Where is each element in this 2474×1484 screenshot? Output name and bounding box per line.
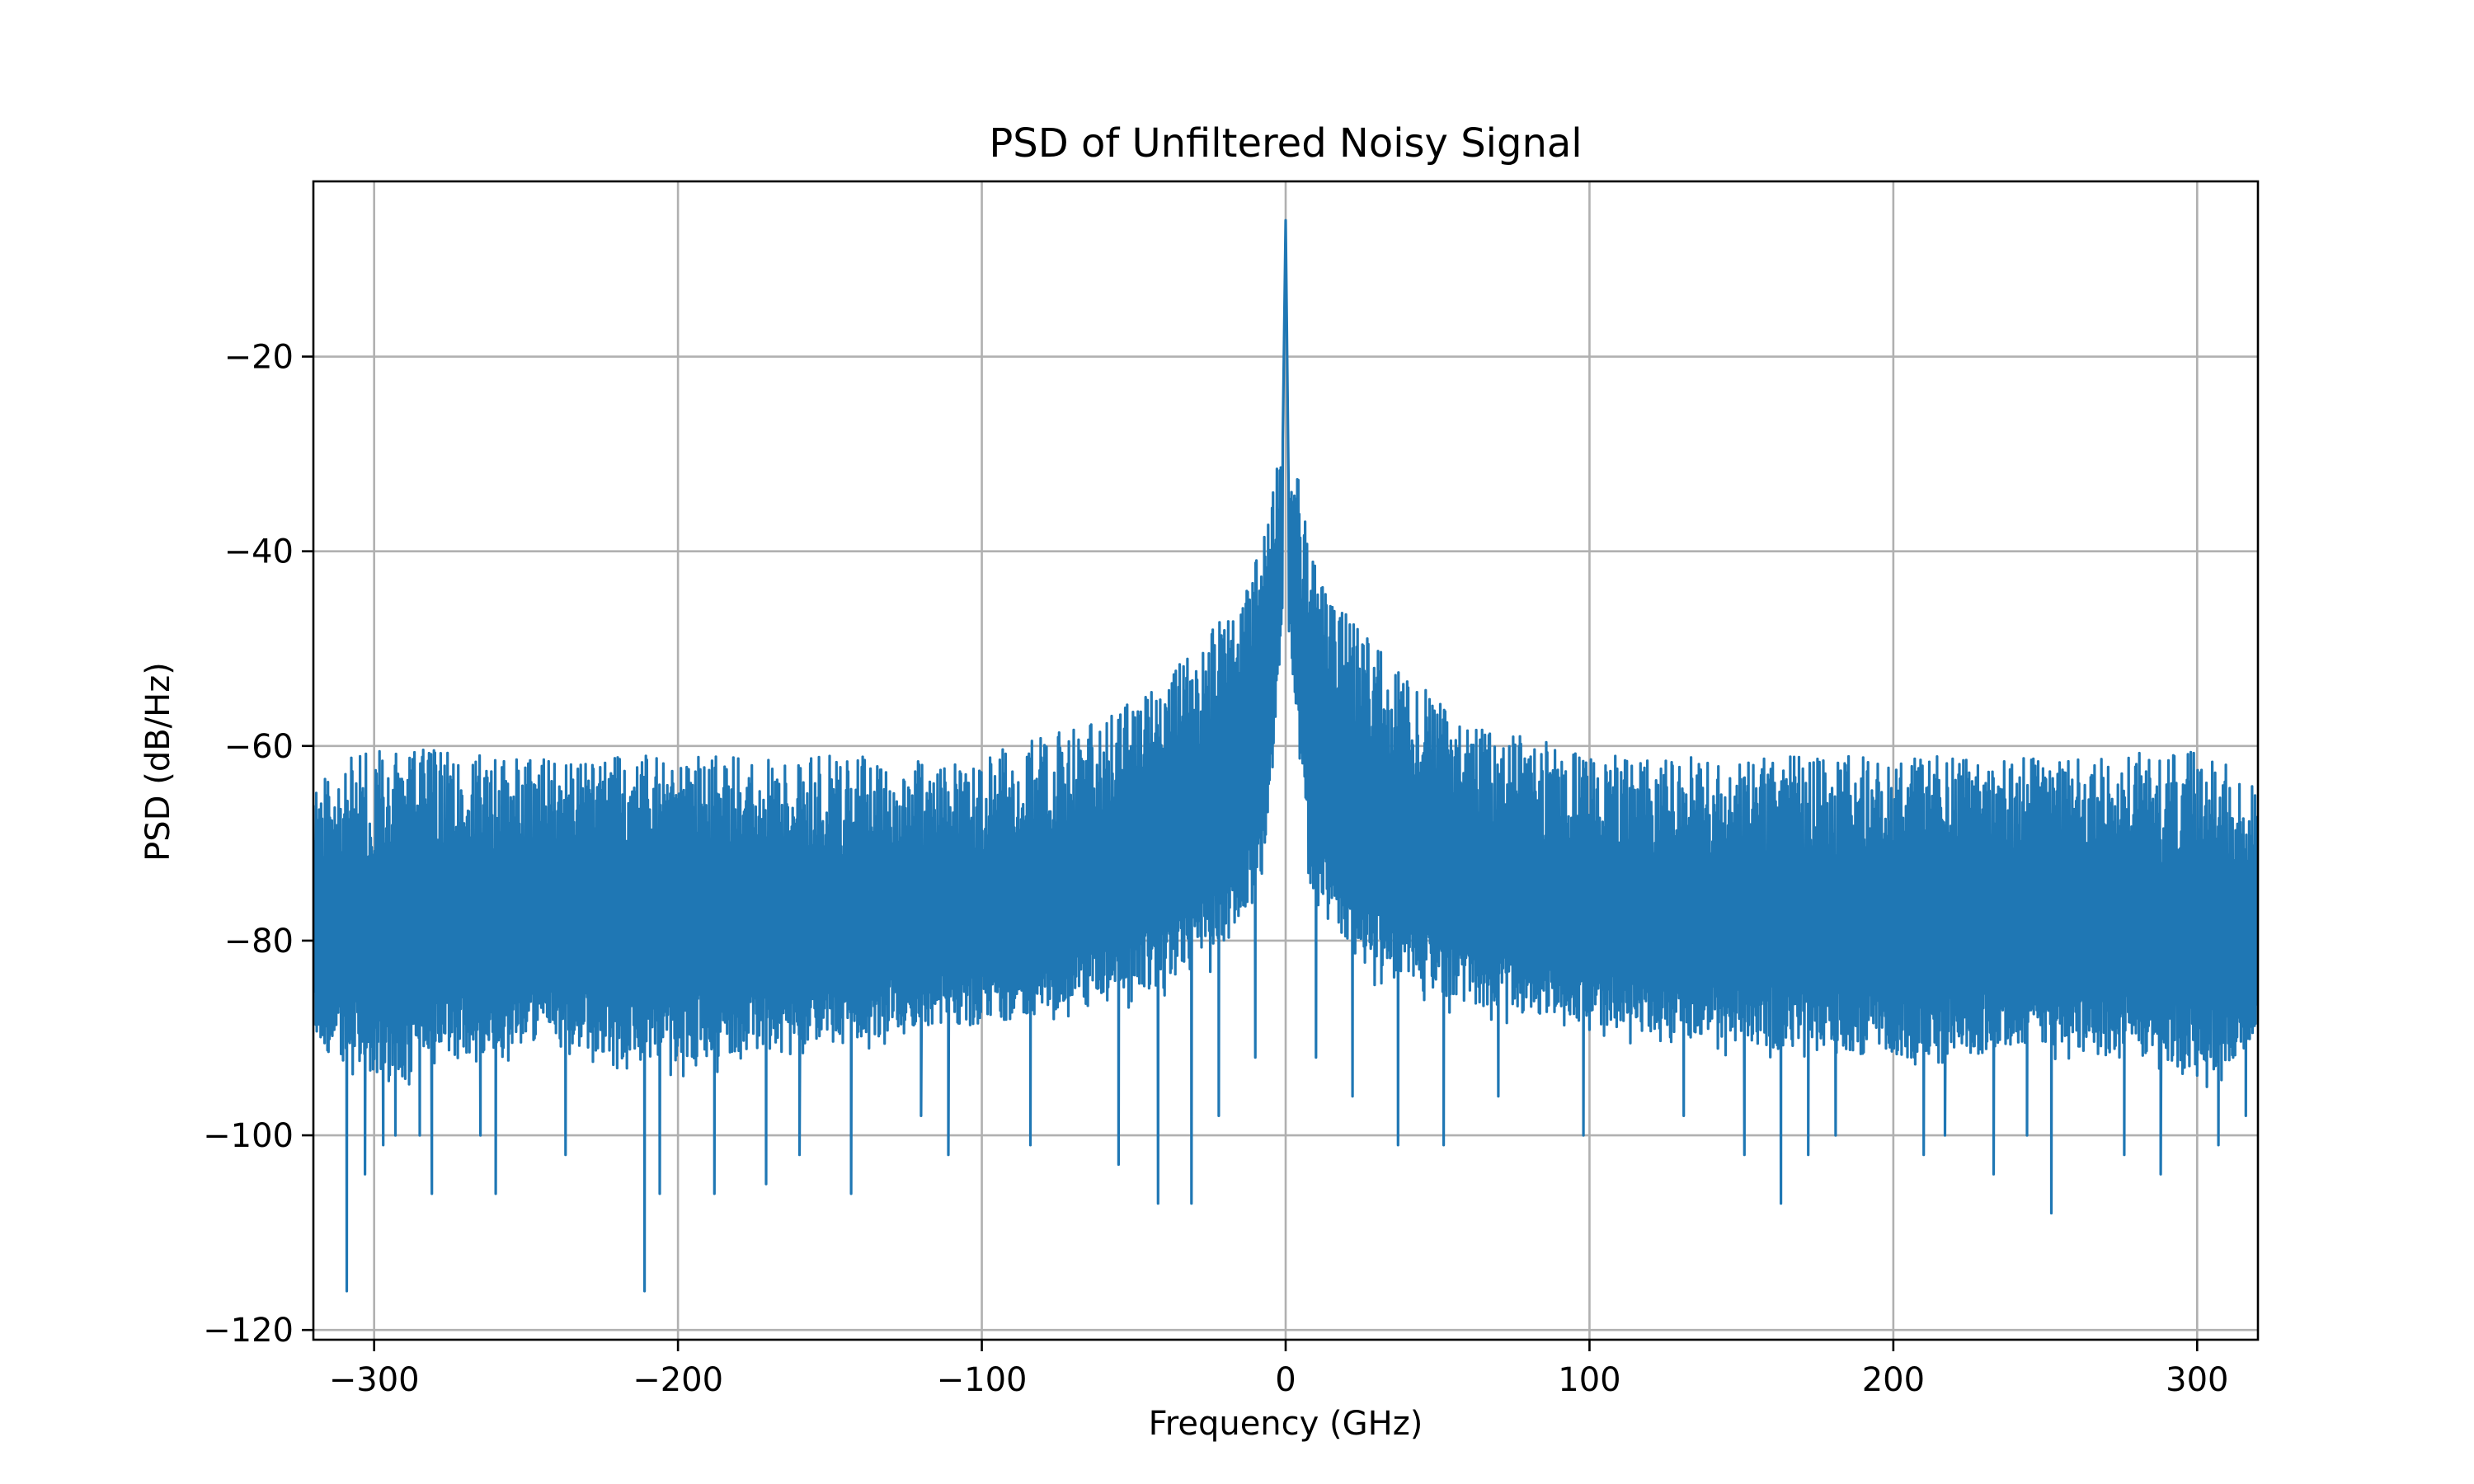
psd-series-line [313,218,2258,1293]
x-tick-label: 0 [1275,1361,1296,1399]
x-tick-label: −100 [937,1361,1028,1399]
y-tick-label: −80 [224,923,294,960]
y-tick-label: −100 [203,1117,294,1155]
chart-title: PSD of Unfiltered Noisy Signal [989,120,1582,167]
x-tick-label: −200 [633,1361,723,1399]
x-tick-label: 100 [1558,1361,1620,1399]
y-tick-label: −20 [224,339,294,377]
x-axis-label: Frequency (GHz) [1149,1405,1423,1443]
y-axis-label: PSD (dB/Hz) [139,662,177,862]
x-tick-label: −300 [329,1361,420,1399]
x-tick-label: 300 [2166,1361,2228,1399]
y-tick-label: −120 [203,1312,294,1350]
axes: −300 −200 −100 0 100 200 300 −20 −40 −60 −80 −100 −1… [203,180,2260,1399]
plot-area [313,218,2258,1293]
y-tick-label: −40 [224,533,294,571]
x-tick-label: 200 [1862,1361,1925,1399]
y-tick-label: −60 [224,728,294,766]
